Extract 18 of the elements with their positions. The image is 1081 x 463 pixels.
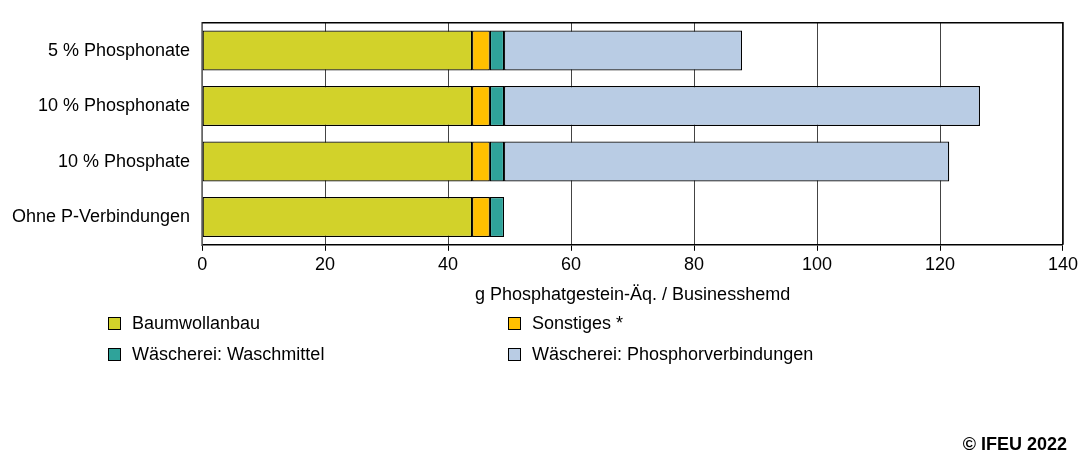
y-tick-label: Ohne P-Verbindungen — [12, 206, 191, 227]
legend-label: Wäscherei: Waschmittel — [132, 344, 325, 365]
y-tick-label: 5 % Phosphonate — [48, 39, 191, 60]
legend-label: Sonstiges * — [532, 313, 624, 334]
x-tick-label: 60 — [561, 253, 582, 274]
y-tick-label: 10 % Phosphonate — [38, 95, 191, 116]
x-tick-label: 20 — [315, 253, 336, 274]
x-tick-label: 120 — [924, 253, 956, 274]
x-tick-label: 140 — [1047, 253, 1079, 274]
text: © IFEU 2022 — [962, 434, 1067, 455]
x-tick-label: 80 — [684, 253, 705, 274]
y-tick-label: 10 % Phosphate — [58, 150, 191, 171]
x-tick-label: 100 — [802, 253, 833, 274]
x-axis-title: g Phosphatgestein-Äq. / Businesshemd — [474, 284, 791, 305]
legend-label: Wäscherei: Phosphorverbindungen — [532, 344, 814, 365]
x-tick-label: 40 — [438, 253, 459, 274]
x-tick-label: 0 — [197, 253, 208, 274]
legend-label: Baumwollanbau — [132, 313, 261, 334]
